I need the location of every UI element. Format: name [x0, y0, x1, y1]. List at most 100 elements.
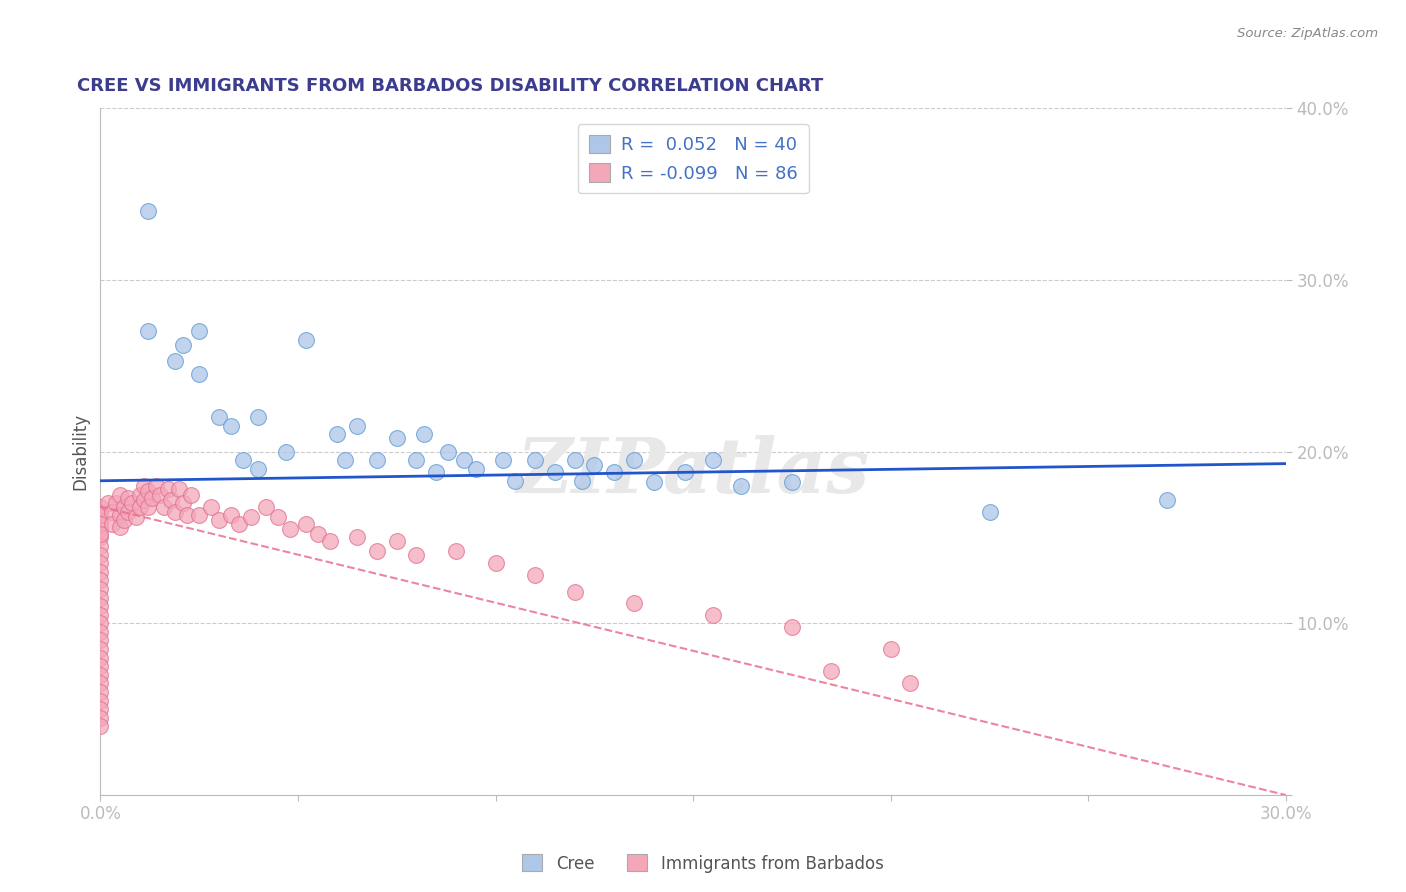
Point [564, 585, 586, 599]
Point [571, 474, 593, 488]
Point [278, 522, 301, 536]
Point [89, 719, 111, 733]
Point [89, 702, 111, 716]
Point [437, 444, 460, 458]
Point [425, 465, 447, 479]
Text: CREE VS IMMIGRANTS FROM BARBADOS DISABILITY CORRELATION CHART: CREE VS IMMIGRANTS FROM BARBADOS DISABIL… [77, 78, 823, 95]
Point [453, 453, 475, 467]
Point [152, 500, 174, 514]
Point [673, 465, 696, 479]
Y-axis label: Disability: Disability [72, 413, 89, 490]
Point [254, 500, 277, 514]
Point [89, 616, 111, 631]
Point [101, 505, 124, 519]
Point [89, 582, 111, 596]
Point [307, 527, 329, 541]
Point [405, 548, 427, 562]
Point [295, 333, 318, 347]
Point [89, 685, 111, 699]
Point [89, 599, 111, 614]
Point [492, 453, 515, 467]
Point [136, 324, 159, 338]
Text: Source: ZipAtlas.com: Source: ZipAtlas.com [1237, 27, 1378, 40]
Point [900, 676, 922, 690]
Point [232, 453, 254, 467]
Point [108, 487, 131, 501]
Point [121, 496, 143, 510]
Point [239, 509, 262, 524]
Point [112, 513, 135, 527]
Point [176, 508, 198, 522]
Point [89, 642, 111, 657]
Point [208, 410, 231, 425]
Point [188, 508, 211, 522]
Point [346, 418, 368, 433]
Point [524, 568, 547, 582]
Point [89, 500, 111, 514]
Point [89, 513, 111, 527]
Point [89, 516, 111, 531]
Point [702, 607, 724, 622]
Point [326, 427, 349, 442]
Point [219, 418, 242, 433]
Point [366, 544, 388, 558]
Point [128, 500, 150, 514]
Point [643, 475, 665, 490]
Point [89, 711, 111, 725]
Point [623, 453, 645, 467]
Point [128, 487, 150, 501]
Point [335, 453, 357, 467]
Point [89, 659, 111, 673]
Point [820, 665, 842, 679]
Point [89, 624, 111, 639]
Point [89, 539, 111, 553]
Point [247, 462, 270, 476]
Point [318, 533, 340, 548]
Point [208, 513, 231, 527]
Point [188, 324, 211, 338]
Point [89, 676, 111, 690]
Point [730, 479, 752, 493]
Point [132, 492, 155, 507]
Point [89, 505, 111, 519]
Point [117, 505, 139, 519]
Point [188, 368, 211, 382]
Point [136, 204, 159, 219]
Point [136, 500, 159, 514]
Point [89, 556, 111, 570]
Text: ZIPatlas: ZIPatlas [516, 435, 870, 509]
Point [583, 458, 606, 473]
Point [132, 479, 155, 493]
Point [89, 508, 111, 522]
Point [89, 650, 111, 665]
Point [200, 500, 222, 514]
Point [105, 496, 128, 510]
Point [89, 591, 111, 605]
Point [89, 607, 111, 622]
Point [524, 453, 547, 467]
Point [136, 484, 159, 499]
Point [89, 531, 111, 545]
Point [564, 453, 586, 467]
Point [274, 444, 297, 458]
Point [165, 505, 187, 519]
Point [346, 531, 368, 545]
Point [444, 544, 467, 558]
Point [544, 465, 567, 479]
Point [165, 353, 187, 368]
Point [125, 509, 148, 524]
Point [503, 474, 526, 488]
Legend: Cree, Immigrants from Barbados: Cree, Immigrants from Barbados [516, 847, 890, 880]
Point [89, 548, 111, 562]
Point [117, 491, 139, 505]
Point [405, 453, 427, 467]
Point [89, 668, 111, 682]
Point [89, 527, 111, 541]
Point [385, 533, 408, 548]
Point [89, 565, 111, 579]
Point [89, 693, 111, 707]
Point [180, 487, 202, 501]
Point [89, 633, 111, 648]
Point [89, 522, 111, 536]
Point [108, 508, 131, 522]
